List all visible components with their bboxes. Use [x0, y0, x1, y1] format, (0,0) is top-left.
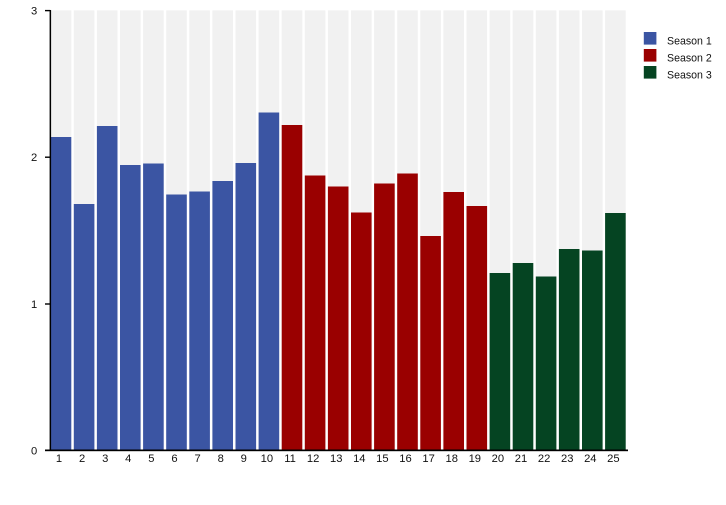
svg-text:1: 1 — [56, 453, 62, 465]
svg-text:3: 3 — [31, 6, 37, 18]
svg-text:Season 2: Season 2 — [667, 53, 712, 65]
svg-text:16: 16 — [399, 453, 411, 465]
svg-text:24: 24 — [584, 453, 596, 465]
svg-text:19: 19 — [469, 453, 481, 465]
svg-text:21: 21 — [515, 453, 527, 465]
svg-text:6: 6 — [171, 453, 177, 465]
svg-text:Season 3: Season 3 — [667, 70, 712, 82]
svg-text:8: 8 — [218, 453, 224, 465]
svg-text:Season 1: Season 1 — [667, 36, 712, 48]
svg-text:14: 14 — [353, 453, 365, 465]
svg-text:15: 15 — [376, 453, 388, 465]
svg-text:2: 2 — [79, 453, 85, 465]
svg-text:5: 5 — [148, 453, 154, 465]
svg-text:22: 22 — [538, 453, 550, 465]
svg-text:13: 13 — [330, 453, 342, 465]
svg-text:10: 10 — [261, 453, 273, 465]
svg-text:18: 18 — [445, 453, 457, 465]
svg-text:11: 11 — [284, 453, 296, 465]
svg-text:7: 7 — [194, 453, 200, 465]
svg-text:9: 9 — [241, 453, 247, 465]
svg-text:17: 17 — [422, 453, 434, 465]
svg-text:20: 20 — [492, 453, 504, 465]
svg-text:25: 25 — [607, 453, 619, 465]
svg-text:23: 23 — [561, 453, 573, 465]
svg-text:0: 0 — [31, 445, 37, 457]
svg-text:12: 12 — [307, 453, 319, 465]
svg-text:1: 1 — [31, 299, 37, 311]
svg-text:2: 2 — [31, 152, 37, 164]
svg-text:4: 4 — [125, 453, 131, 465]
svg-text:3: 3 — [102, 453, 108, 465]
